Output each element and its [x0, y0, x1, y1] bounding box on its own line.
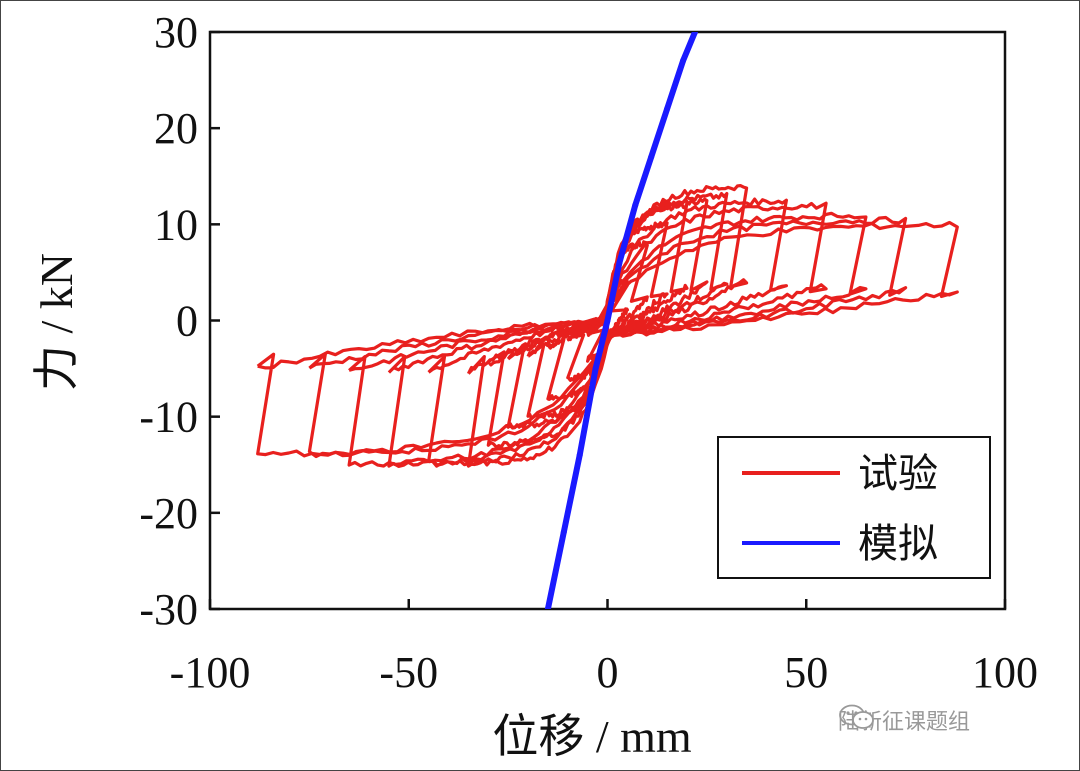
simulation-point-5 [616, 259, 623, 266]
y-tick-label-0: -30 [139, 585, 198, 634]
legend: 试验 模拟 [717, 436, 991, 579]
simulation-point-1 [560, 529, 567, 536]
test-loop-10 [307, 215, 908, 459]
axis-ticks [208, 30, 1007, 611]
simulation-point-7 [648, 154, 655, 160]
simulation-point-2 [576, 452, 583, 459]
y-tick-label-6: 30 [154, 8, 198, 57]
simulation-point-6 [632, 202, 639, 209]
test-loop-9 [347, 211, 868, 468]
simulation-point-10 [692, 32, 698, 35]
simulation-point-3 [592, 365, 599, 372]
y-tick-label-4: 10 [154, 200, 198, 249]
legend-box [717, 436, 991, 579]
simulation-point-0 [544, 606, 551, 609]
legend-label-simulation: 模拟 [858, 521, 938, 567]
x-tick-label-4: 100 [972, 648, 1038, 697]
series-simulation-curve [544, 32, 698, 609]
watermark: 陆新征课题组 [838, 704, 970, 736]
y-axis-title: 力 / kN [31, 253, 82, 391]
y-tick-label-3: 0 [176, 297, 198, 346]
wechat-icon [839, 704, 874, 729]
simulation-point-9 [680, 57, 686, 64]
test-loop-8 [387, 201, 828, 468]
y-tick-label-2: -10 [139, 393, 198, 442]
simulation-point-4 [604, 317, 611, 324]
legend-label-test: 试验 [858, 451, 938, 497]
test-loop-11 [256, 220, 959, 458]
x-tick-label-3: 50 [784, 648, 828, 697]
test-loop-6 [466, 184, 749, 468]
y-tick-label-1: -20 [139, 489, 198, 538]
series-test-curve [256, 184, 959, 468]
x-tick-label-2: 0 [597, 648, 619, 697]
x-axis-title: 位移 / mm [492, 711, 692, 762]
x-tick-label-0: -100 [170, 648, 251, 697]
y-tick-label-5: 20 [154, 104, 198, 153]
simulation-point-8 [664, 105, 671, 112]
x-tick-label-1: -50 [379, 648, 438, 697]
